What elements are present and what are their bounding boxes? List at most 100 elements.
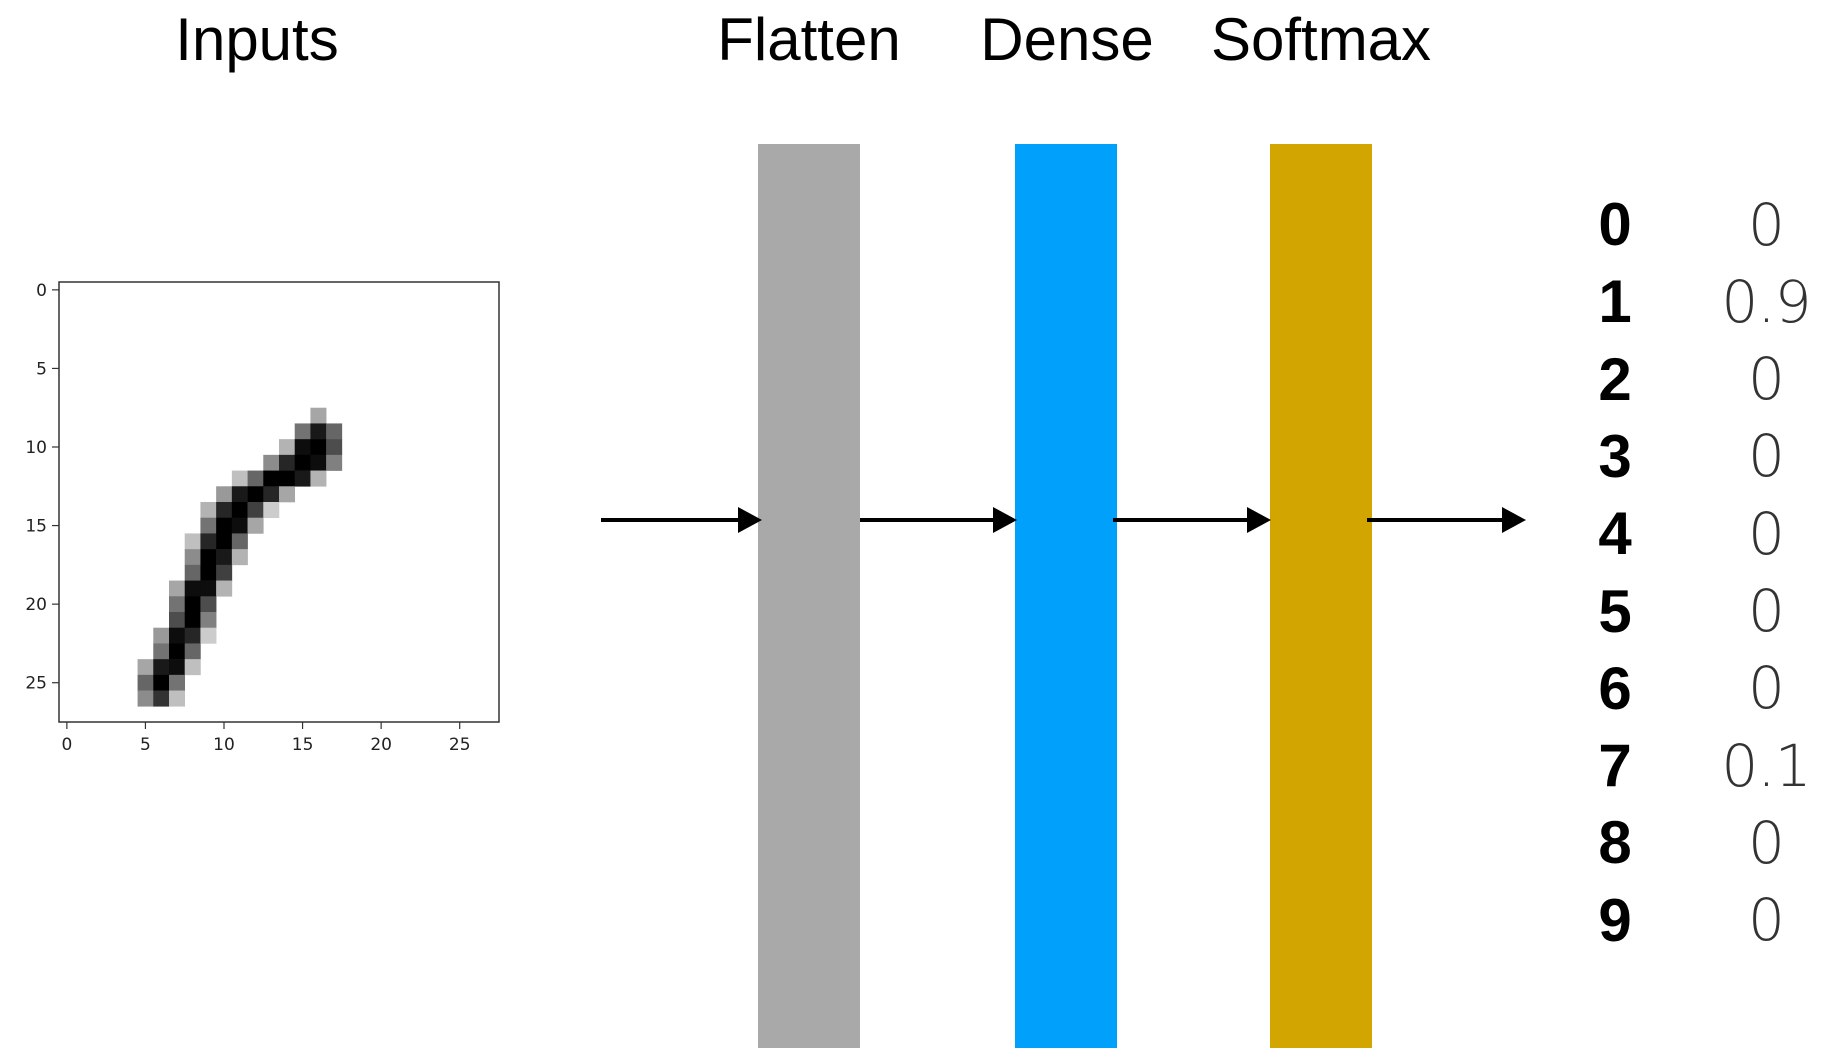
pixel (294, 454, 311, 471)
pixel (247, 502, 264, 519)
pixel (263, 454, 280, 471)
flatten-heading: Flatten (717, 6, 901, 73)
pixel (310, 470, 327, 487)
pixel (153, 659, 170, 676)
output-digit: 9 (1598, 886, 1632, 954)
output-probability: 0 (1748, 345, 1785, 414)
input-image-plot: 0 5 10 15 20 25 0 5 10 15 20 25 (25, 281, 500, 755)
pixel (294, 439, 311, 456)
output-digit: 4 (1598, 500, 1632, 568)
pixel (153, 690, 170, 707)
pixel (310, 454, 327, 471)
flatten-layer-bar (758, 144, 860, 1048)
softmax-heading: Softmax (1210, 6, 1432, 73)
pixel (184, 627, 201, 644)
pixel (169, 627, 186, 644)
pixel (231, 486, 248, 503)
pixel (279, 439, 296, 456)
pixel (184, 580, 201, 597)
pixel (200, 627, 217, 644)
pixel (231, 517, 248, 534)
output-digit: 3 (1598, 422, 1632, 490)
pixel (231, 470, 248, 487)
x-tick-label: 25 (449, 735, 471, 755)
pixel (263, 470, 280, 487)
pixel (169, 596, 186, 613)
output-probability: 0 (1748, 808, 1785, 877)
pixel (184, 659, 201, 676)
output-row: 1 0.9 (1560, 263, 1823, 340)
plot-ticks: 0 5 10 15 20 25 0 5 10 15 20 25 (25, 281, 470, 755)
pixel (247, 470, 264, 487)
pixel (200, 502, 217, 519)
pixel (169, 612, 186, 629)
pixel (216, 564, 233, 581)
output-probability: 0.9 (1721, 267, 1811, 336)
output-digit: 1 (1598, 268, 1632, 336)
pixel (216, 549, 233, 566)
y-tick-label: 20 (25, 595, 47, 615)
pixel (326, 454, 343, 471)
pixel (216, 486, 233, 503)
pixel (137, 690, 154, 707)
output-probability: 0.1 (1721, 731, 1811, 800)
pixel (184, 643, 201, 660)
output-digit: 0 (1598, 191, 1632, 258)
pixel (169, 659, 186, 676)
pixel (184, 564, 201, 581)
pixel (184, 596, 201, 613)
digit-pixels (137, 407, 343, 707)
pixel (200, 533, 217, 550)
pixel (326, 423, 343, 440)
output-probability: 0 (1748, 577, 1785, 645)
pixel (153, 674, 170, 691)
pixel (231, 533, 248, 550)
pixel (294, 470, 311, 487)
pixel (279, 454, 296, 471)
output-probability: 0 (1748, 499, 1785, 568)
pixel (310, 407, 327, 424)
y-tick-label: 10 (25, 438, 47, 458)
dense-heading: Dense (980, 6, 1154, 73)
pixel (310, 439, 327, 456)
y-tick-label: 15 (25, 517, 47, 537)
pixel (200, 612, 217, 629)
y-tick-label: 5 (36, 359, 47, 379)
pixel (200, 596, 217, 613)
pixel (153, 627, 170, 644)
y-tick-label: 0 (36, 281, 47, 301)
output-digit: 6 (1598, 654, 1632, 722)
pixel (279, 470, 296, 487)
inputs-heading: Inputs (175, 6, 339, 73)
pixel (200, 564, 217, 581)
pixel (294, 423, 311, 440)
pixel (216, 502, 233, 519)
pixel (169, 674, 186, 691)
output-digit: 8 (1598, 809, 1632, 877)
pixel (216, 517, 233, 534)
pixel (169, 580, 186, 597)
pixel (216, 533, 233, 550)
pixel (184, 533, 201, 550)
softmax-layer-bar (1270, 144, 1372, 1048)
pixel (310, 423, 327, 440)
pixel (263, 502, 280, 519)
x-tick-label: 5 (140, 735, 151, 755)
output-probability: 0 (1748, 422, 1785, 491)
pixel (200, 549, 217, 566)
x-tick-label: 15 (292, 735, 314, 755)
plot-frame (58, 281, 500, 723)
pixel (137, 674, 154, 691)
x-tick-label: 0 (61, 735, 72, 755)
output-row: 7 0.1 (1560, 727, 1823, 804)
output-digit: 2 (1598, 345, 1632, 413)
pixel (326, 439, 343, 456)
pixel (200, 580, 217, 597)
